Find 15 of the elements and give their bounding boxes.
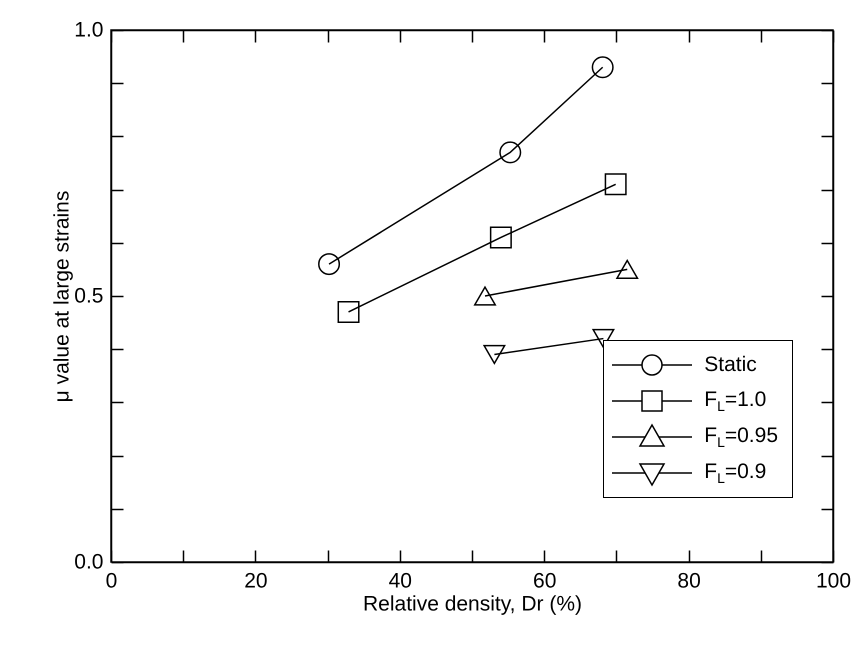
x-tick-label: 0 (106, 570, 118, 592)
legend-label: F$_{L}$=1.0 (704, 388, 766, 414)
x-tick-label: 40 (388, 570, 412, 592)
y-tick-label: 1.0 (74, 18, 104, 42)
legend-label: F$_{L}$=0.9 (704, 460, 766, 486)
legend-label: Static (704, 353, 757, 377)
x-axis-title: Relative density, Dr (%) (362, 592, 582, 616)
y-tick-label: 0.0 (74, 550, 104, 574)
legend-label: F$_{L}$=0.95 (704, 424, 778, 450)
x-tick-label: 20 (244, 570, 268, 592)
x-tick-label: 100 (816, 570, 852, 592)
y-axis-title: μ value at large strains (50, 190, 74, 402)
x-tick-label: 60 (533, 570, 556, 592)
x-tick-label: 80 (677, 570, 701, 592)
y-tick-label: 0.5 (74, 284, 104, 308)
